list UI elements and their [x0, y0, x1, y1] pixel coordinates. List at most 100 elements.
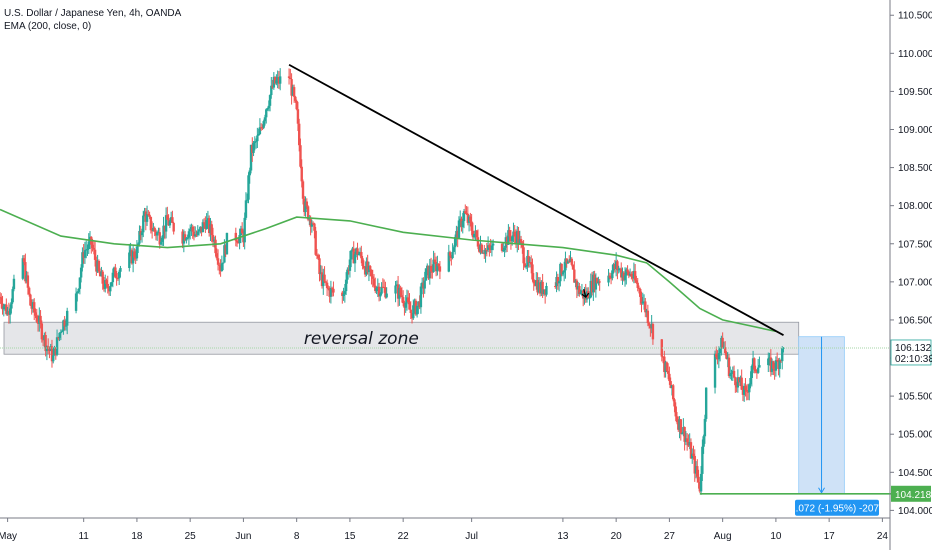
candle-body [267, 105, 270, 109]
measure-label-text: -2.072 (-1.95%) -207.2 [787, 503, 888, 514]
candle-body [403, 303, 406, 308]
candle-body [199, 226, 202, 230]
candle-body [404, 302, 407, 308]
candle-body [96, 260, 99, 272]
candle-body [396, 284, 400, 299]
candle-body [519, 239, 523, 243]
candle-body [206, 218, 210, 221]
candle-body [209, 224, 212, 234]
candle-body [150, 230, 154, 232]
x-tick-label: May [0, 531, 17, 542]
countdown-value: 02:10:38 [895, 354, 932, 365]
candle-body [344, 279, 348, 292]
candle-body [41, 339, 45, 341]
candle-body [568, 261, 571, 263]
candle-body [774, 360, 778, 371]
candle-body [109, 286, 112, 292]
measure-tool[interactable] [798, 336, 845, 495]
candle-body [287, 76, 291, 78]
candle-body [253, 141, 257, 143]
y-tick-label: 109.000 [898, 125, 932, 136]
candle-body [716, 357, 719, 360]
candle-body [630, 273, 633, 277]
candle-body [385, 293, 388, 298]
candle-body [507, 230, 510, 245]
reversal-zone[interactable] [3, 321, 800, 355]
candle-body [116, 277, 120, 279]
candle-body [755, 371, 759, 373]
candle-body [100, 271, 103, 277]
candle-body [58, 332, 61, 338]
candle-body [371, 276, 374, 279]
candle-body [612, 264, 615, 271]
candle-body [101, 271, 104, 284]
candle-body [523, 263, 527, 267]
candle-body [718, 348, 722, 354]
candle-body [413, 300, 416, 306]
trendline[interactable] [288, 63, 784, 336]
candle-body [292, 87, 296, 97]
candle-body [204, 223, 207, 230]
candle-body [377, 286, 381, 297]
candle-body [346, 269, 349, 280]
candle-body [304, 201, 307, 213]
candle-body [598, 281, 601, 283]
candle-body [737, 377, 741, 383]
candle-body [164, 215, 168, 232]
candle-body [524, 266, 528, 268]
candle-body [459, 218, 462, 221]
candle-body [254, 141, 258, 143]
candle-body [296, 109, 300, 124]
candle-body [484, 249, 487, 255]
target-line[interactable] [0, 347, 898, 495]
candle-body [289, 77, 292, 80]
candle-body [64, 325, 68, 327]
candle-body [566, 261, 570, 264]
reversal-zone-label: reversal zone [304, 329, 419, 349]
candle-body [79, 267, 83, 278]
candle-body [611, 270, 614, 279]
candle-body [633, 271, 637, 281]
candle-body [166, 215, 169, 220]
candle-body [673, 399, 676, 407]
candle-body [77, 288, 80, 292]
x-tick-label: 22 [398, 531, 410, 542]
candle-body [513, 231, 516, 237]
candle-body [187, 231, 191, 238]
candle-body [647, 323, 651, 326]
candle-body [748, 384, 751, 393]
ema-line [0, 208, 777, 333]
candle-body [541, 281, 544, 295]
candle-body [485, 249, 489, 251]
candle-body [65, 310, 69, 326]
candle-body [570, 258, 573, 265]
downtrend-line [288, 63, 784, 336]
candle-body [154, 231, 158, 236]
candle-body [268, 95, 272, 106]
candle-body [509, 236, 513, 242]
candle-body [272, 76, 276, 88]
candle-body [660, 339, 663, 357]
candle-body [128, 252, 131, 269]
candle-body [181, 231, 184, 244]
candle-body [472, 233, 476, 238]
candle-body [8, 308, 12, 315]
candle-body [770, 361, 774, 372]
candle-body [562, 270, 566, 273]
candle-body [668, 373, 671, 382]
candle-body [622, 272, 625, 281]
candle-body [5, 304, 8, 315]
candle-body [617, 269, 620, 271]
candle-body [294, 96, 297, 101]
candle-body [224, 245, 227, 255]
candle-body [131, 251, 135, 264]
candle-body [93, 249, 97, 260]
y-tick-label: 107.500 [898, 239, 932, 250]
candle-body [571, 264, 575, 270]
candle-body [557, 281, 561, 284]
candle-body [512, 231, 515, 237]
candle-body [30, 305, 33, 309]
candle-body [112, 267, 116, 273]
candle-body [422, 282, 425, 289]
